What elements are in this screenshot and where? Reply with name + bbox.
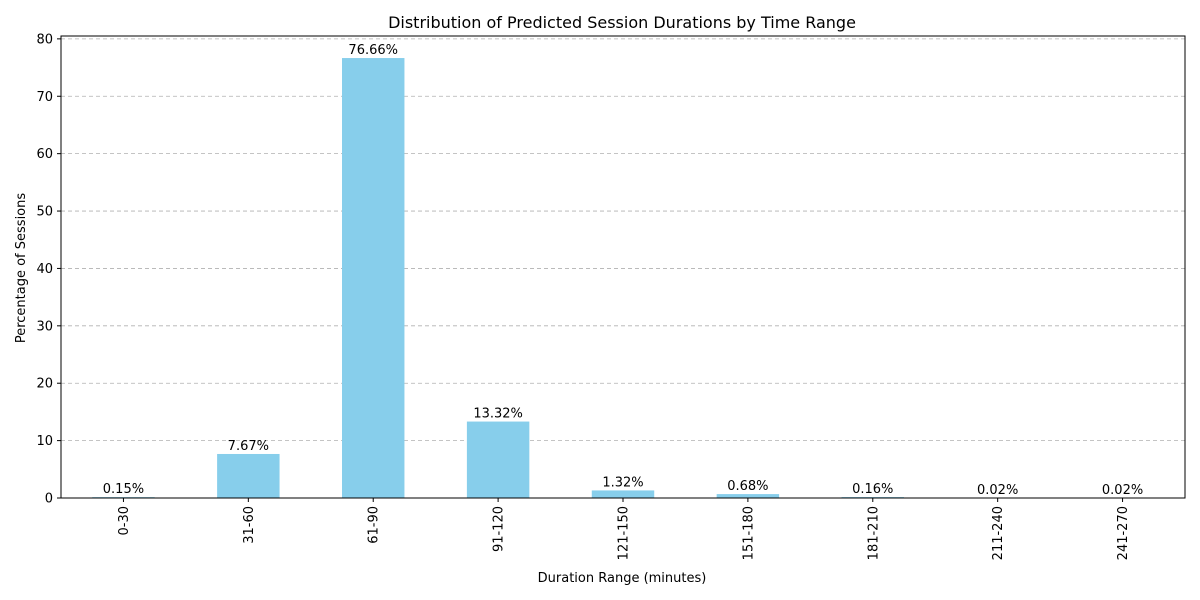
bar-value-label: 76.66% (348, 43, 398, 58)
y-axis-label: Percentage of Sessions (14, 193, 29, 344)
bar-151-180 (716, 494, 780, 498)
x-axis-label: Duration Range (minutes) (538, 571, 707, 586)
bar-31-60 (217, 453, 280, 498)
x-tick-label: 61-90 (367, 506, 382, 544)
x-tick-label: 0-30 (117, 506, 132, 536)
y-tick-label: 70 (36, 90, 53, 105)
bar-value-label: 1.32% (602, 475, 643, 490)
y-tick-label: 0 (45, 492, 53, 507)
plot-frame (60, 35, 1186, 499)
axes-group (60, 35, 1186, 499)
x-tick-label: 151-180 (741, 506, 756, 560)
y-tick-label: 80 (36, 32, 53, 47)
y-tick-label: 40 (36, 262, 53, 277)
bar-value-label: 0.15% (103, 482, 144, 497)
x-tick-label: 241-270 (1116, 506, 1131, 560)
bar-value-label: 0.68% (727, 479, 768, 494)
y-tick-label: 50 (36, 205, 53, 220)
data-labels-group: 0.15% 7.67% 76.66% 13.32% 1.32% 0.68% 0.16% 0.0… (103, 43, 1143, 498)
bars-group (92, 58, 1154, 498)
y-tick-labels: 0 10 20 30 40 50 60 70 80 (36, 32, 61, 507)
y-tick-label: 20 (36, 377, 53, 392)
x-tick-labels: 0-30 31-60 61-90 91-120 121-150 151-180 181-21… (117, 498, 1131, 560)
bar-91-120 (466, 421, 530, 498)
grid-lines (61, 38, 1185, 442)
x-tick-label: 181-210 (866, 506, 881, 560)
bar-61-90 (342, 58, 405, 498)
x-tick-label: 91-120 (492, 506, 507, 552)
x-tick-label: 31-60 (242, 506, 257, 544)
chart-title: Distribution of Predicted Session Durati… (388, 13, 856, 32)
bar-value-label: 0.16% (852, 482, 893, 497)
y-tick-label: 60 (36, 147, 53, 162)
x-tick-label: 121-150 (617, 506, 632, 560)
y-tick-label: 30 (36, 319, 53, 334)
bar-value-label: 0.02% (1102, 483, 1143, 498)
bar-121-150 (591, 490, 655, 498)
bar-value-label: 0.02% (977, 483, 1018, 498)
bar-value-label: 7.67% (228, 439, 269, 454)
bar-value-label: 13.32% (473, 407, 523, 422)
y-tick-label: 10 (36, 434, 53, 449)
x-tick-label: 211-240 (991, 506, 1006, 560)
